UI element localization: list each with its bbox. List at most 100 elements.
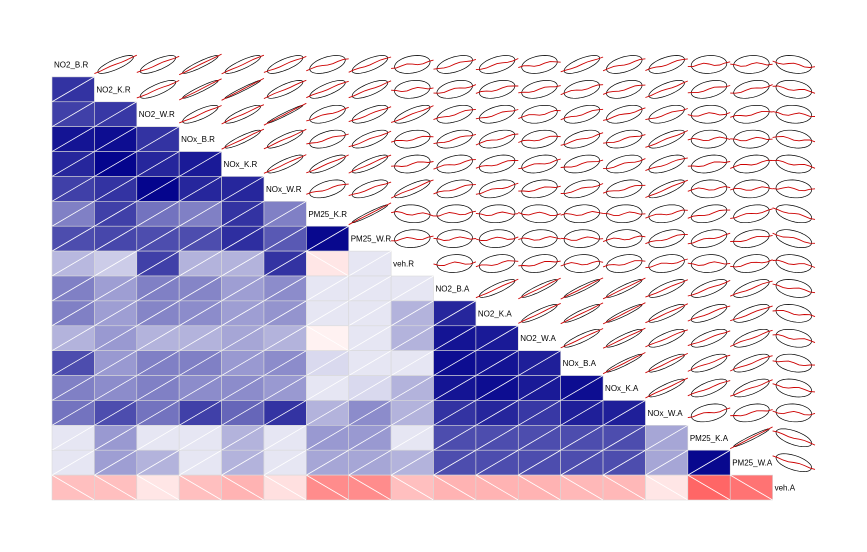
corr-cell-NOx_B.A-NOx_K.R xyxy=(221,350,265,376)
var-label-NO2_B.R: NO2_B.R xyxy=(54,60,88,69)
corr-cell-NOx_B.A-PM25_W.R xyxy=(348,350,392,376)
ellipse-panel-PM25_W.R-PM25_K.A xyxy=(687,229,731,248)
var-label-PM25_W.R: PM25_W.R xyxy=(351,235,392,244)
ellipse-panel-NO2_W.R-NO2_W.A xyxy=(518,104,561,124)
corr-cell-NOx_B.A-NO2_W.A xyxy=(517,350,561,376)
ellipse-panel-NOx_B.A-NOx_K.A xyxy=(602,352,646,375)
corr-cell-NO2_W.A-PM25_K.R xyxy=(306,325,350,352)
ellipse-panel-NOx_W.R-PM25_W.R xyxy=(348,179,392,199)
corr-cell-veh.A-NOx_W.A xyxy=(645,474,689,501)
corr-cell-NOx_W.A-NO2_B.R xyxy=(51,400,95,426)
corr-cell-veh.A-NO2_K.A xyxy=(475,474,519,501)
corr-cell-NO2_W.R-NO2_B.R xyxy=(51,101,95,128)
corr-cell-NOx_K.A-PM25_W.R xyxy=(348,375,392,401)
corr-cell-NOx_W.R-NOx_B.R xyxy=(178,176,222,202)
corr-cell-PM25_W.R-PM25_K.R xyxy=(306,225,350,252)
ellipse-panel-NOx_K.R-veh.A xyxy=(772,154,816,174)
corr-cell-PM25_W.A-NO2_K.R xyxy=(94,449,138,476)
corr-cell-veh.A-NO2_B.A xyxy=(433,474,477,501)
ellipse-panel-NO2_K.R-NOx_B.A xyxy=(560,80,604,99)
ellipse-panel-NO2_B.R-NOx_K.A xyxy=(602,55,646,74)
ellipse-panel-NOx_B.R-NOx_B.A xyxy=(560,129,604,149)
corr-cell-PM25_W.A-NOx_W.A xyxy=(645,449,689,476)
var-label-NO2_W.R: NO2_W.R xyxy=(139,110,175,119)
corr-cell-PM25_W.R-NOx_K.R xyxy=(221,225,265,252)
corr-cell-NOx_W.A-NOx_B.A xyxy=(560,400,604,426)
corr-cell-NO2_B.A-NO2_K.R xyxy=(94,275,138,302)
corr-cell-PM25_K.R-NO2_W.R xyxy=(136,200,180,227)
corr-cell-NO2_B.A-PM25_W.R xyxy=(348,275,392,302)
corr-cell-NOx_B.A-veh.R xyxy=(390,350,434,376)
ellipse-panel-NO2_B.R-PM25_K.R xyxy=(306,55,349,74)
ellipse-panel-veh.R-veh.A xyxy=(772,254,816,273)
ellipse-panel-NO2_B.R-veh.A xyxy=(772,55,816,74)
ellipse-panel-PM25_K.R-NOx_W.A xyxy=(645,204,688,224)
ellipse-panel-NO2_K.R-PM25_W.R xyxy=(348,80,392,99)
var-label-veh.A: veh.A xyxy=(775,484,796,493)
corr-cell-NO2_B.A-NOx_K.R xyxy=(221,275,265,302)
corr-cell-veh.R-NOx_W.R xyxy=(263,250,307,277)
ellipse-panel-PM25_K.A-veh.A xyxy=(772,428,816,448)
corr-cell-NO2_K.A-NO2_B.A xyxy=(433,300,477,327)
corr-cell-veh.A-NO2_W.R xyxy=(136,474,180,501)
ellipse-panel-NO2_B.A-NOx_B.A xyxy=(560,277,604,300)
corr-cell-NOx_K.A-NO2_K.A xyxy=(475,375,519,401)
ellipse-panel-NO2_W.R-veh.A xyxy=(772,104,816,124)
corr-cell-NOx_B.R-NO2_W.R xyxy=(136,126,180,152)
var-label-NO2_K.A: NO2_K.A xyxy=(478,309,512,318)
ellipse-panel-NO2_K.A-NO2_W.A xyxy=(518,302,561,324)
corr-cell-NOx_B.A-PM25_K.R xyxy=(306,350,350,376)
corr-cell-veh.A-NO2_B.R xyxy=(51,474,95,501)
corr-cell-PM25_K.A-NO2_B.A xyxy=(433,424,477,451)
ellipse-panel-NOx_K.R-NOx_W.R xyxy=(263,154,307,174)
corr-cell-veh.A-NOx_K.R xyxy=(221,474,265,501)
ellipse-panel-NOx_B.R-NOx_W.A xyxy=(645,129,688,149)
ellipse-panel-NOx_W.R-NOx_W.A xyxy=(645,179,688,199)
ellipse-panel-NO2_K.R-PM25_K.R xyxy=(306,80,349,99)
corr-cell-NOx_K.R-NOx_B.R xyxy=(178,151,222,177)
ellipse-panel-NO2_B.A-NOx_K.A xyxy=(602,277,646,300)
ellipse-panel-NO2_B.A-PM25_W.A xyxy=(730,279,773,298)
ellipse-panel-NOx_K.R-veh.R xyxy=(391,154,434,174)
ellipse-panel-NOx_K.R-NOx_B.A xyxy=(560,154,604,174)
corr-cell-veh.R-NOx_K.R xyxy=(221,250,265,277)
ellipse-panel-NOx_B.R-PM25_K.R xyxy=(306,129,349,149)
corr-cell-NOx_K.A-NOx_W.R xyxy=(263,375,307,401)
corr-cell-NOx_W.R-NO2_B.R xyxy=(51,176,95,202)
ellipse-panel-NOx_W.R-NOx_B.A xyxy=(560,179,604,199)
upper-ellipse-panels xyxy=(94,53,816,472)
var-label-NO2_K.R: NO2_K.R xyxy=(96,85,130,94)
ellipse-panel-NO2_K.R-NO2_W.R xyxy=(136,79,180,99)
corr-cell-veh.A-NOx_B.A xyxy=(560,474,604,501)
ellipse-panel-NO2_B.R-PM25_W.R xyxy=(348,55,392,74)
corr-cell-veh.R-NO2_W.R xyxy=(136,250,180,277)
ellipse-panel-NOx_K.R-PM25_W.R xyxy=(348,154,392,174)
corr-cell-PM25_W.A-NOx_K.A xyxy=(602,449,646,476)
ellipse-panel-PM25_W.R-PM25_W.A xyxy=(730,229,773,248)
corr-cell-PM25_K.A-NOx_K.R xyxy=(221,424,265,451)
corr-cell-NOx_W.A-NOx_K.R xyxy=(221,400,265,426)
ellipse-panel-NO2_W.R-NOx_B.R xyxy=(179,104,222,124)
ellipse-panel-PM25_W.R-NO2_B.A xyxy=(433,229,476,248)
ellipse-panel-PM25_K.A-PM25_W.A xyxy=(730,426,773,450)
corr-cell-veh.A-PM25_K.A xyxy=(687,474,731,501)
ellipse-panel-PM25_W.R-NOx_B.A xyxy=(560,229,604,248)
corr-cell-veh.A-PM25_W.A xyxy=(729,474,773,501)
corr-cell-PM25_K.R-NOx_K.R xyxy=(221,200,265,227)
corr-cell-NO2_W.A-veh.R xyxy=(390,325,434,352)
corr-cell-NOx_K.A-PM25_K.R xyxy=(306,375,350,401)
ellipse-panel-NOx_B.R-NOx_K.A xyxy=(603,129,646,149)
corr-cell-PM25_W.A-PM25_K.R xyxy=(306,449,350,476)
corr-cell-NO2_B.A-NO2_W.R xyxy=(136,275,180,302)
ellipse-panel-NOx_B.A-veh.A xyxy=(772,353,816,373)
corr-cell-PM25_K.A-NOx_B.R xyxy=(178,424,222,451)
corr-cell-NO2_B.A-NOx_W.R xyxy=(263,275,307,302)
corr-cell-veh.A-NOx_K.A xyxy=(602,474,646,501)
ellipse-panel-NO2_W.R-NOx_B.A xyxy=(560,104,604,124)
ellipse-panel-NO2_B.R-NOx_W.A xyxy=(645,55,688,74)
ellipse-panel-PM25_K.R-NOx_B.A xyxy=(560,204,604,224)
ellipse-panel-PM25_W.A-veh.A xyxy=(772,453,816,472)
ellipse-panel-NO2_W.A-PM25_W.A xyxy=(730,328,773,348)
ellipse-panel-NO2_K.R-NO2_W.A xyxy=(518,80,561,99)
corr-cell-PM25_K.R-NO2_B.R xyxy=(51,200,95,227)
